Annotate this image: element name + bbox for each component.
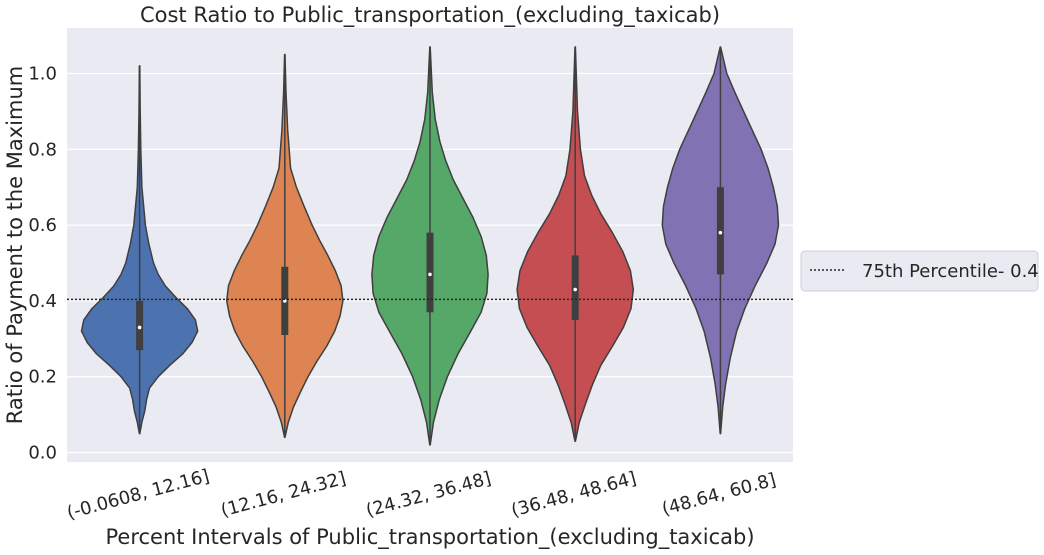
y-axis-label: Ratio of Payment to the Maximum [3, 66, 27, 425]
violin-median-point [428, 272, 432, 277]
chart-title: Cost Ratio to Public_transportation_(exc… [140, 3, 720, 28]
x-tick-label: (24.32, 36.48] [364, 468, 494, 522]
y-tick-label: 0.4 [28, 291, 57, 312]
violin-median-point [573, 287, 577, 292]
x-tick-label: (-0.0608, 12.16] [65, 466, 212, 524]
violins [80, 46, 780, 446]
legend-box [800, 250, 1039, 292]
violin-iqr-box [571, 255, 579, 320]
violin-iqr-box [136, 300, 144, 351]
y-ticks: 0.0 0.2 0.4 0.6 0.8 1.0 [28, 63, 57, 463]
x-tick-label: (12.16, 24.32] [219, 468, 349, 522]
x-axis-label: Percent Intervals of Public_transportati… [105, 525, 754, 550]
violin-median-point [137, 325, 142, 330]
violin-iqr-box [426, 232, 434, 313]
y-tick-label: 1.0 [28, 63, 57, 84]
y-tick-label: 0.0 [28, 443, 57, 464]
legend-label: 75th Percentile- 0.4 [862, 261, 1039, 282]
violin-iqr-box [716, 187, 724, 275]
y-tick-label: 0.6 [28, 215, 57, 236]
x-tick-label: (36.48, 48.64] [509, 468, 639, 522]
y-tick-label: 0.8 [28, 139, 57, 160]
y-tick-label: 0.2 [28, 367, 57, 388]
x-ticks: (-0.0608, 12.16] (12.16, 24.32] (24.32, 36… [65, 466, 779, 524]
violin-median-point [718, 230, 723, 235]
legend: 75th Percentile- 0.4 [800, 250, 1039, 292]
x-tick-label: (48.64, 60.8] [660, 469, 779, 520]
